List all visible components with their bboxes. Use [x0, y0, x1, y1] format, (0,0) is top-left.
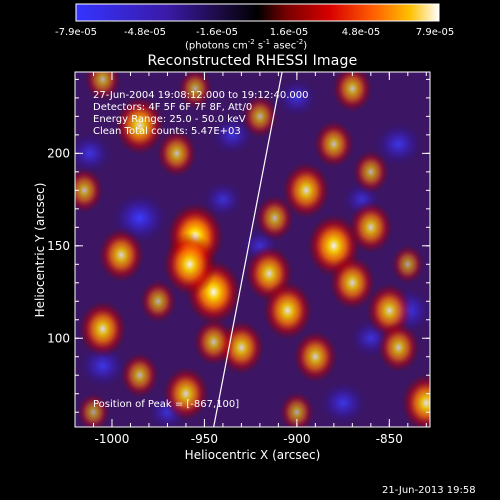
emission-source: [255, 195, 295, 242]
emission-source: [391, 244, 425, 284]
emission-source: [162, 232, 217, 297]
y-tick-label: 100: [47, 331, 70, 345]
y-axis-label: Heliocentric Y (arcsec): [33, 182, 47, 318]
colorbar-units: (photons cm-2 s-1 asec-2): [185, 38, 308, 52]
colorbar-tick-label: -4.8e-05: [124, 27, 166, 38]
y-tick-label: 200: [47, 146, 70, 160]
x-tick-label: -1000: [95, 432, 130, 446]
colorbar-tick-label: 1.6e-05: [269, 27, 309, 38]
emission-source: [97, 227, 145, 283]
emission-source: [75, 167, 104, 214]
timestamp-footer: 21-Jun-2013 19:58: [382, 485, 476, 496]
negative-source: [78, 344, 127, 388]
emission-source: [78, 300, 127, 358]
emission-source: [114, 96, 165, 156]
x-tick-label: -900: [283, 432, 310, 446]
emission-source: [156, 129, 198, 178]
emission-source: [162, 366, 210, 422]
emission-source: [348, 201, 394, 254]
emission-source: [377, 322, 420, 373]
emission-source: [313, 120, 355, 169]
annotation-line: 27-Jun-2004 19:08:12.000 to 19:12:40.000: [93, 90, 309, 101]
colorbar-tick-label: -7.9e-05: [55, 27, 97, 38]
colorbar: [75, 3, 440, 22]
annotation-line: Clean Total counts: 5.47E+03: [93, 126, 241, 137]
plot-frame: [74, 71, 431, 428]
emission-source: [241, 94, 279, 139]
x-tick-label: -850: [376, 432, 403, 446]
emission-source: [293, 330, 338, 384]
negative-source: [75, 133, 113, 174]
emission-source: [139, 279, 177, 324]
annotation-line: Detectors: 4F 5F 6F 7F 8F, Att/0: [93, 102, 252, 113]
colorbar-tick-label: 7.9e-05: [415, 27, 455, 38]
emission-source: [120, 352, 160, 399]
x-tick-label: -950: [191, 432, 218, 446]
emission-source: [76, 392, 111, 427]
emission-source: [177, 72, 213, 110]
x-axis-label: Heliocentric X (arcsec): [184, 448, 321, 462]
emission-source: [281, 161, 331, 219]
emission-source: [193, 317, 235, 367]
negative-source: [202, 181, 244, 218]
chart-title: Reconstructed RHESSI Image: [147, 53, 358, 69]
emission-source: [262, 280, 313, 341]
colorbar-gradient: [75, 3, 440, 22]
emission-source: [331, 72, 373, 113]
colorbar-tick-label: 4.8e-05: [341, 27, 381, 38]
annotation-line: Energy Range: 25.0 - 50.0 keV: [93, 114, 246, 125]
colorbar-tick-label: -1.6e-05: [196, 27, 238, 38]
peak-position-label: Position of Peak = [-867,100]: [93, 399, 239, 410]
emission-source: [401, 373, 430, 427]
emission-source: [279, 391, 315, 427]
emission-source: [329, 255, 376, 311]
heatmap-image: [75, 72, 430, 427]
negative-source: [319, 381, 367, 425]
solar-limb-line: [213, 72, 283, 427]
negative-source: [275, 78, 318, 117]
emission-source: [352, 149, 390, 194]
negative-source: [374, 122, 423, 166]
y-tick-label: 150: [47, 239, 70, 253]
